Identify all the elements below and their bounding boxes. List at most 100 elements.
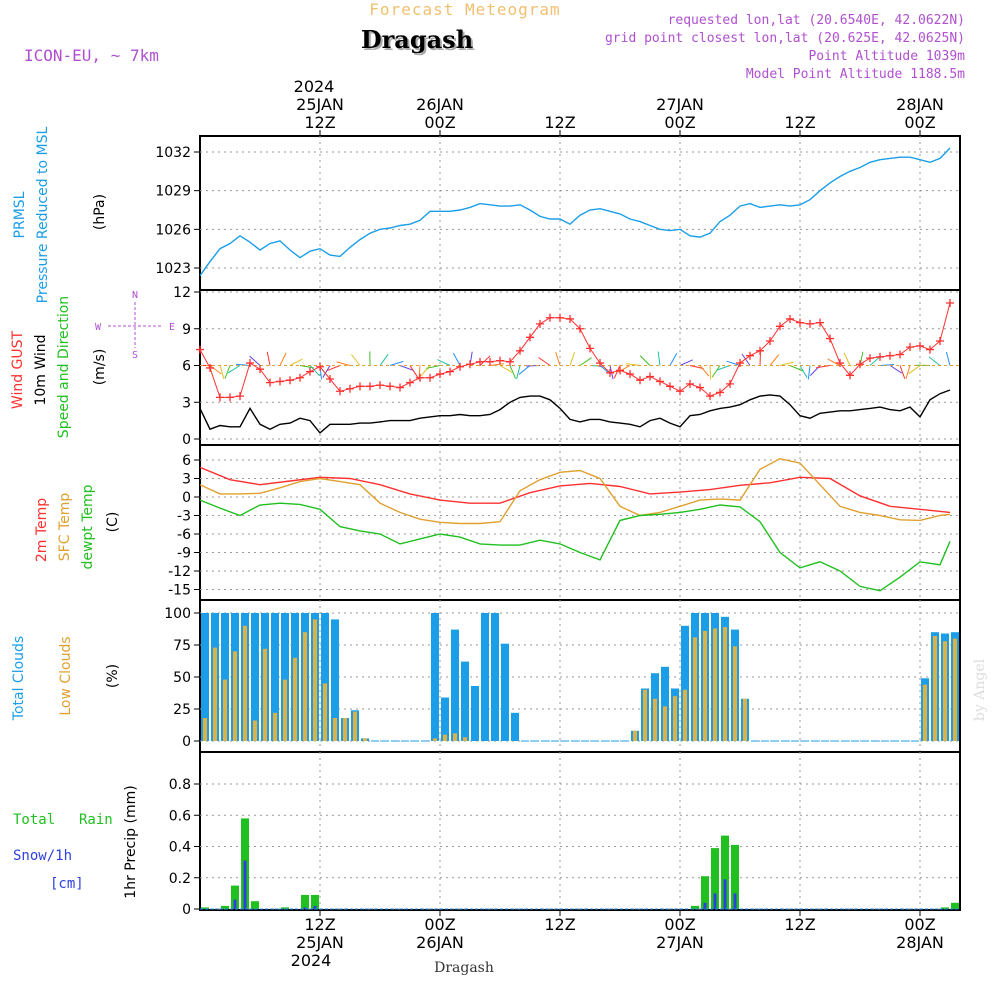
cm-label: [cm]	[50, 876, 84, 892]
wind-ytick-label: 6	[182, 359, 191, 375]
wind-arrow	[336, 361, 351, 366]
low-cloud-bar	[253, 720, 257, 741]
gust-marker	[466, 360, 474, 369]
top-date-label: 25JAN	[296, 95, 344, 114]
wind-arrow	[399, 365, 414, 371]
gust-marker	[556, 313, 564, 322]
wind-arrow	[236, 363, 251, 366]
clouds-ytick-label: 0	[182, 734, 191, 750]
low-cloud-label: Low Clouds	[58, 636, 74, 715]
wind-arrow	[479, 355, 491, 366]
year-top: 2024	[294, 77, 335, 96]
gust-marker	[656, 377, 664, 386]
temp-ytick-label: -6	[177, 527, 191, 543]
gust-marker	[416, 373, 424, 382]
gust-marker	[846, 371, 854, 380]
precip-panel-frame	[199, 751, 961, 911]
wind-arrow	[711, 365, 721, 378]
gust-marker	[756, 346, 764, 355]
gust-marker	[796, 318, 804, 327]
gust-marker	[666, 382, 674, 391]
low-cloud-bar	[303, 632, 307, 741]
cloud-unit: (%)	[105, 664, 121, 688]
wind-arrow	[639, 355, 651, 366]
wind-arrow	[509, 365, 516, 379]
temp-ytick-label: -9	[177, 546, 191, 562]
wind-arrow	[908, 365, 921, 375]
gust-marker	[236, 392, 244, 401]
prmsl-desc-label: Pressure Reduced to MSL	[35, 126, 51, 303]
gridpoint-coords: grid point closest lon,lat (20.625E, 42.…	[605, 31, 965, 46]
clouds-ytick-label: 100	[164, 606, 191, 622]
gust-marker	[776, 322, 784, 331]
precip-ytick-label: 0.8	[169, 777, 191, 793]
gust-marker	[636, 376, 644, 385]
low-cloud-bar	[443, 734, 447, 741]
gust-marker	[916, 341, 924, 350]
gust-marker	[806, 319, 814, 328]
total-cloud-bar	[661, 666, 669, 741]
low-cloud-bar	[233, 651, 237, 741]
wind-arrow	[518, 365, 531, 375]
low-cloud-bar	[333, 718, 337, 741]
gust-marker	[826, 334, 834, 343]
wind-panel-labels: Wind GUST 10m Wind Speed and Direction (…	[10, 290, 175, 438]
gust-marker	[256, 365, 264, 374]
sfc-temp-label: SFC Temp	[57, 493, 73, 562]
gust-marker	[516, 346, 524, 355]
wind-arrow	[309, 365, 320, 377]
gust-marker	[286, 376, 294, 385]
temp-ytick-label: 6	[182, 453, 191, 469]
snow-bar	[233, 899, 237, 909]
gust-marker	[906, 343, 914, 352]
rain-bar	[251, 901, 259, 909]
gust-marker	[386, 382, 394, 391]
rain-bar	[301, 894, 309, 909]
gust-marker	[696, 383, 704, 392]
low-cloud-bar	[213, 647, 217, 741]
low-cloud-bar	[293, 657, 297, 741]
gust-marker	[436, 370, 444, 379]
pressure-panel-labels: PRMSL Pressure Reduced to MSL (hPa)	[12, 126, 108, 303]
temp-ytick-label: 3	[182, 472, 191, 488]
wind-arrow	[626, 363, 641, 366]
gust-marker	[576, 324, 584, 333]
pressure-ytick-label: 1032	[155, 145, 191, 161]
bottom-time-label: 12Z	[784, 915, 815, 934]
total-cloud-bar	[451, 629, 459, 741]
gust-marker	[196, 345, 204, 354]
rain-bar	[711, 848, 719, 909]
pressure-panel-frame	[199, 135, 961, 291]
total-label: Total	[13, 812, 55, 828]
gust-marker	[366, 382, 374, 391]
gust-marker	[306, 367, 314, 376]
rain-bar	[701, 876, 709, 909]
wind-arrow	[741, 353, 751, 366]
wind-arrow	[322, 365, 331, 378]
temp-ytick-label: 0	[182, 490, 191, 506]
low-cloud-bar	[353, 711, 357, 741]
low-cloud-bar	[643, 689, 647, 741]
pressure-ytick-label: 1029	[155, 184, 191, 200]
low-cloud-bar	[323, 683, 327, 741]
temp2m-line	[199, 466, 951, 514]
gust-marker	[926, 345, 934, 354]
wind-arrow	[279, 352, 287, 366]
wind-arrow	[679, 359, 694, 366]
rain-bar	[311, 894, 319, 909]
low-cloud-bar	[453, 733, 457, 741]
clouds-ytick-label: 75	[173, 638, 191, 654]
low-cloud-bar	[283, 679, 287, 741]
gust-marker	[876, 352, 884, 361]
low-cloud-bar	[703, 630, 707, 741]
gust-marker	[626, 370, 634, 379]
bottom-date-label: 28JAN	[896, 933, 944, 952]
wind-arrow	[807, 365, 811, 380]
wind-arrow	[689, 365, 704, 370]
low-cloud-bar	[723, 627, 727, 741]
wind-arrow	[351, 354, 361, 366]
top-time-label: 00Z	[424, 113, 455, 132]
total-cloud-bar	[481, 613, 489, 741]
model-altitude: Model Point Altitude 1188.5m	[746, 67, 965, 82]
wind-arrow	[516, 365, 521, 380]
